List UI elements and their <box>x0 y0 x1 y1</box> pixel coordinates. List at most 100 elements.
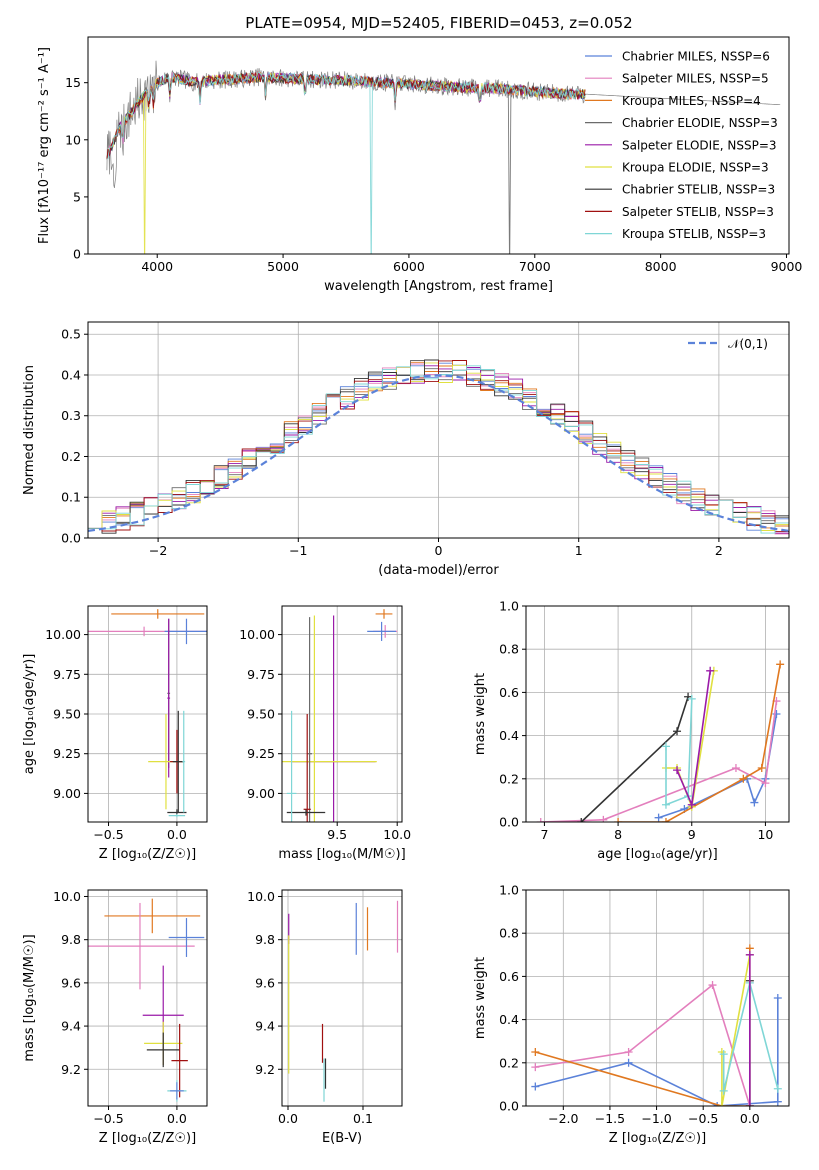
data-point <box>182 710 186 813</box>
plot-area <box>88 898 205 1102</box>
y-tick-label: 9.00 <box>247 786 275 801</box>
legend: 𝒩(0,1) <box>688 337 768 351</box>
weight-line-6 <box>665 698 693 806</box>
y-tick-label: 0.3 <box>61 408 81 423</box>
x-axis-label: Z [log₁₀(Z/Z☉)] <box>609 1131 706 1146</box>
weight-marker <box>531 1082 540 1091</box>
x-axis-label: Z [log₁₀(Z/Z☉)] <box>99 1131 196 1146</box>
y-tick-label: 1.0 <box>499 599 519 614</box>
weight-marker <box>750 798 759 807</box>
chart-residuals: −2 −1 0 1 2 0.0 0.1 0.2 0.3 0.4 0.5 (data-model)/er… <box>22 321 790 578</box>
y-tick-label: 9.2 <box>255 1062 275 1077</box>
legend-entry: Salpeter STELIB, NSSP=3 <box>622 205 774 219</box>
weight-line-2 <box>540 700 778 822</box>
legend-entry: Kroupa ELODIE, NSSP=3 <box>622 161 769 175</box>
x-tick-label: 0.0 <box>167 827 187 842</box>
y-tick-label: 5 <box>73 189 81 204</box>
y-axis-label: age [log₁₀(age/yr)] <box>22 654 37 775</box>
weight-marker <box>719 1050 728 1059</box>
data-point <box>111 609 205 619</box>
y-axis-label: mass weight <box>473 673 488 755</box>
data-point <box>168 814 186 818</box>
data-point <box>307 617 312 822</box>
axes-frame <box>281 605 403 823</box>
weight-line-5 <box>721 954 751 1106</box>
plot-area <box>88 609 207 818</box>
x-tick-label: −1.0 <box>641 1111 671 1126</box>
weight-marker <box>536 818 545 822</box>
x-tick-label: 8 <box>614 827 622 842</box>
x-tick-label: 4000 <box>141 259 173 274</box>
axes-frame <box>281 889 403 1107</box>
x-tick-label: −0.5 <box>688 1111 718 1126</box>
weight-marker <box>531 1048 540 1056</box>
weight-marker <box>599 815 608 822</box>
weight-marker <box>761 779 770 788</box>
x-tick-label: 0.0 <box>167 1111 187 1126</box>
axes-frame <box>87 36 790 255</box>
y-tick-label: 10 <box>65 132 81 147</box>
x-tick-label: 0.1 <box>353 1111 373 1126</box>
x-tick-label: −2.0 <box>548 1111 578 1126</box>
y-tick-label: 0.5 <box>61 327 81 342</box>
weight-marker <box>708 981 717 990</box>
gridlines <box>88 606 207 822</box>
y-tick-label: 0.8 <box>499 642 519 657</box>
x-tick-label: −1.5 <box>595 1111 625 1126</box>
weight-marker <box>661 818 670 822</box>
x-tick-label: 10 <box>757 827 773 842</box>
weight-marker <box>624 1058 633 1067</box>
data-point <box>164 618 207 645</box>
chart-mass_weight_vs_Z: −2.0 −1.5 −1.0 −0.5 0.0 0.0 0.2 0.4 0.6 0.8 1.0 Z [… <box>473 883 790 1146</box>
x-tick-label: 0.0 <box>740 1111 760 1126</box>
y-tick-label: 10.0 <box>53 889 81 904</box>
y-axis-label: mass weight <box>473 957 488 1039</box>
model-spectrum-9 <box>106 71 586 254</box>
x-axis-label: Z [log₁₀(Z/Z☉)] <box>99 847 196 862</box>
data-point <box>286 710 297 822</box>
y-tick-label: 0 <box>73 247 81 262</box>
y-tick-label: 10.00 <box>239 627 275 642</box>
chart-mass_vs_Z: −0.5 0.0 9.2 9.4 9.6 9.8 10.0 Z [log₁₀(Z/Z☉)] ma… <box>22 889 208 1146</box>
x-tick-label: −0.5 <box>93 827 123 842</box>
gridlines <box>88 890 207 1106</box>
data-point <box>168 918 205 957</box>
weight-line-4 <box>580 696 689 822</box>
legend-entry: Kroupa MILES, NSSP=4 <box>622 94 761 108</box>
plot-area <box>282 609 398 822</box>
chart-mass_weight_vs_age: 7 8 9 10 0.0 0.2 0.4 0.6 0.8 1.0 age [log₁₀(age/yr… <box>473 599 790 862</box>
weight-marker <box>577 818 586 822</box>
weight-marker <box>624 1048 633 1056</box>
y-tick-label: 0.6 <box>499 685 519 700</box>
data-point <box>286 809 326 816</box>
y-tick-label: 9.4 <box>255 1019 275 1034</box>
data-point <box>88 902 195 990</box>
data-point <box>375 609 393 619</box>
legend-entry: Kroupa STELIB, NSSP=3 <box>622 227 766 241</box>
y-tick-label: 0.2 <box>61 449 81 464</box>
x-tick-label: 2 <box>715 543 723 558</box>
y-tick-label: 0.6 <box>499 969 519 984</box>
chart-mass_vs_EBV: 0.0 0.1 9.2 9.4 9.6 9.8 10.0 E(B-V) <box>247 889 403 1146</box>
y-tick-label: 0.0 <box>499 815 519 830</box>
histogram-8 <box>88 360 789 538</box>
axes-frame <box>87 889 208 1107</box>
weight-marker <box>713 1102 722 1106</box>
weight-marker <box>776 660 785 669</box>
weight-line-2 <box>535 983 751 1106</box>
chart-spectrum: 4000 5000 6000 7000 8000 9000 0 5 10 15 wavelength… <box>37 36 803 294</box>
y-tick-label: 9.6 <box>61 975 81 990</box>
y-tick-label: 0.0 <box>499 1099 519 1114</box>
weight-marker <box>673 766 682 775</box>
y-tick-label: 0.1 <box>61 490 81 505</box>
x-tick-label: 9000 <box>771 259 803 274</box>
weight-marker <box>719 1086 728 1095</box>
x-tick-label: 10.0 <box>383 827 411 842</box>
y-tick-label: 0.2 <box>499 771 519 786</box>
x-axis-label: (data-model)/error <box>378 563 499 578</box>
y-tick-label: 9.50 <box>247 707 275 722</box>
data-point <box>146 1032 180 1068</box>
x-tick-label: 1 <box>575 543 583 558</box>
y-tick-label: 9.75 <box>247 667 275 682</box>
